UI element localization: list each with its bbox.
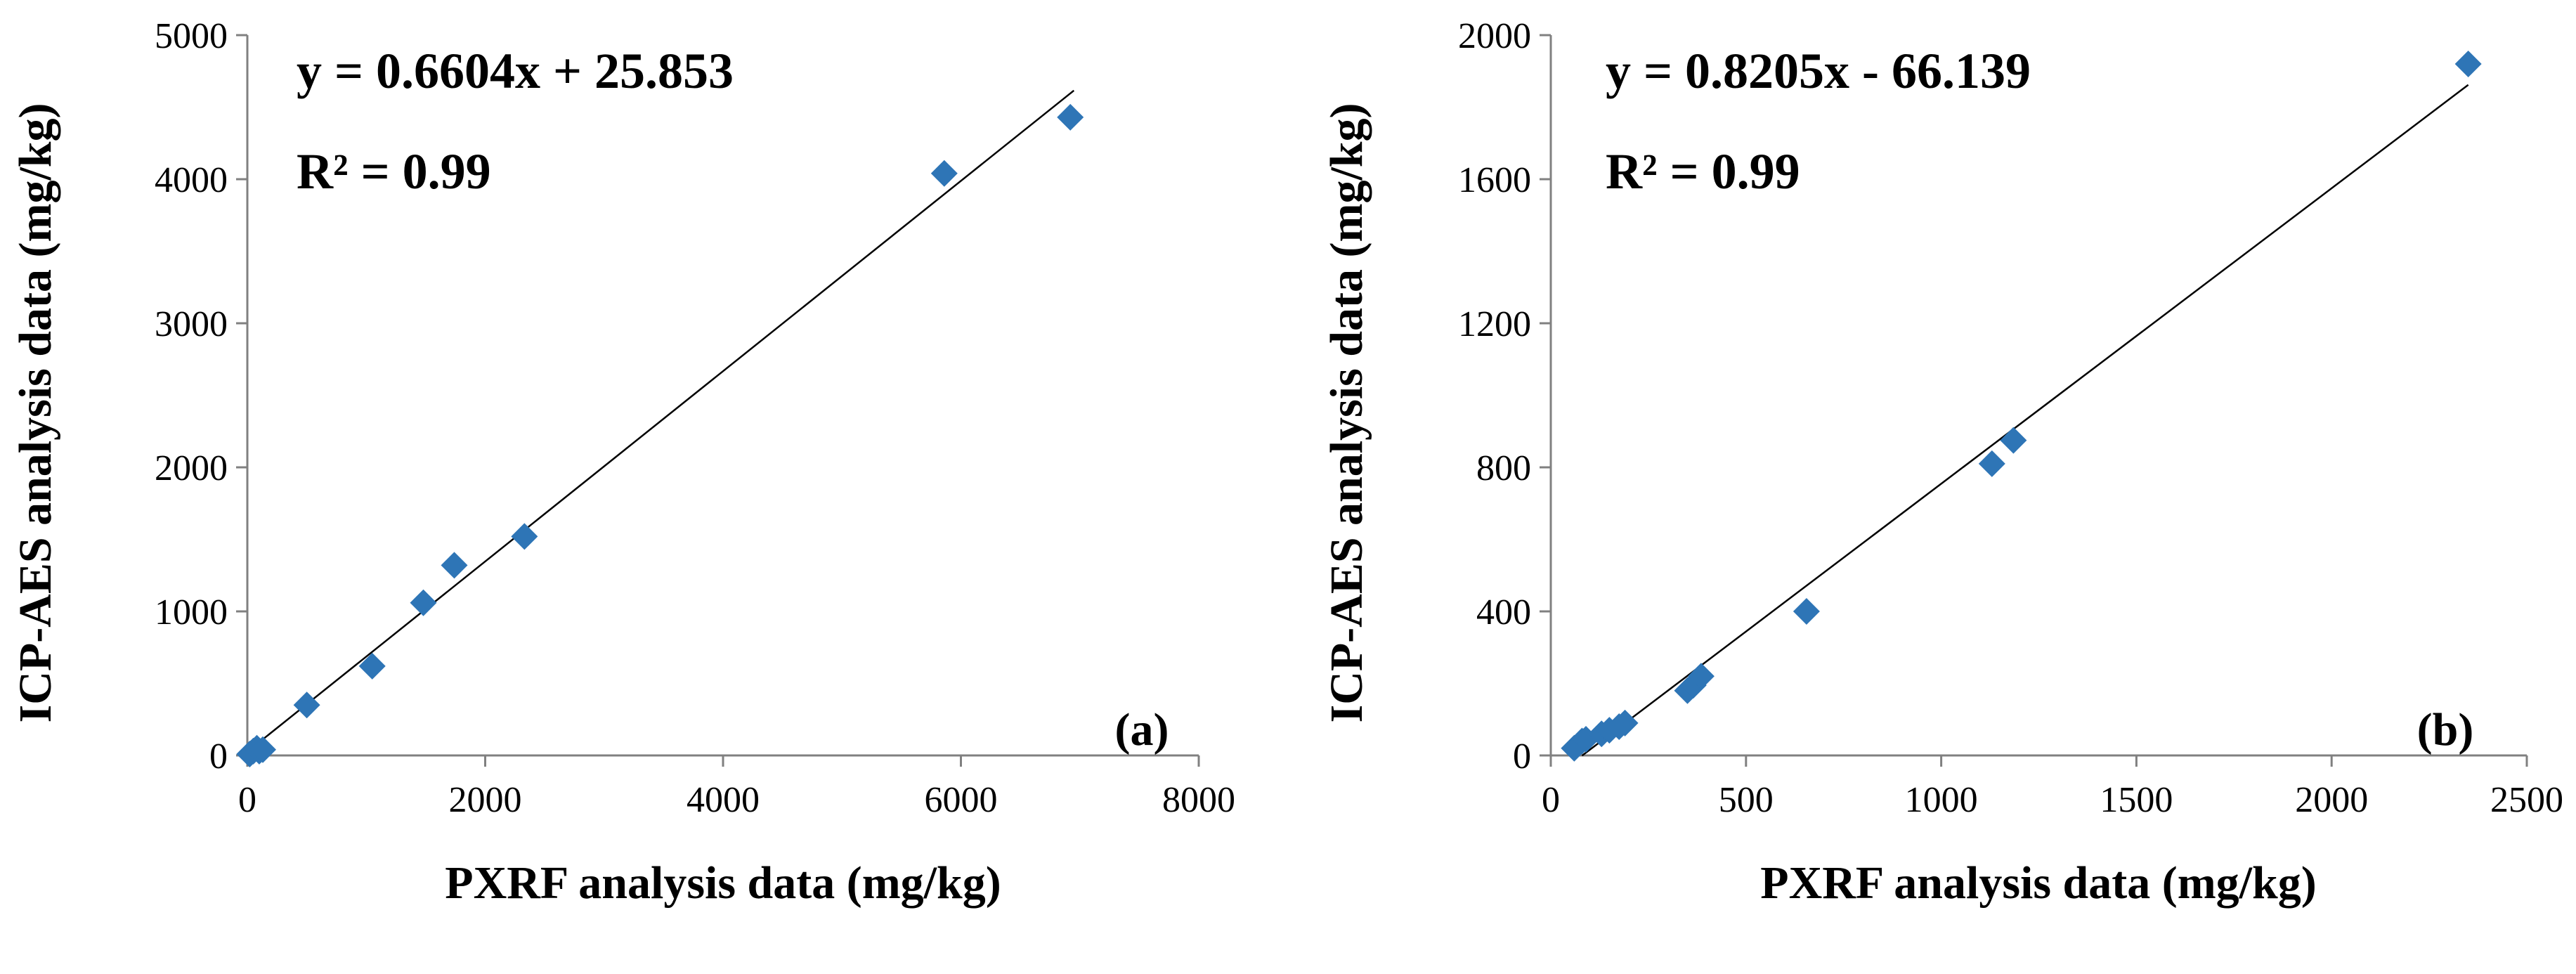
y-tick-label: 2000 [1458, 16, 1531, 56]
x-tick-label: 500 [1719, 780, 1774, 820]
x-tick-label: 2000 [2295, 780, 2368, 820]
y-tick-label: 400 [1476, 592, 1531, 632]
data-point [358, 652, 386, 680]
x-tick-label: 2000 [449, 780, 522, 820]
x-tick-label: 2500 [2490, 780, 2563, 820]
data-point [1611, 709, 1639, 736]
y-tick-label: 3000 [155, 304, 228, 344]
trendline-equation: y = 0.6604x + 25.853 [297, 43, 734, 99]
x-tick-label: 1500 [2100, 780, 2173, 820]
y-tick-label: 0 [1513, 736, 1531, 777]
panel-b: 0 400 800 1200 1600 2000 0 500 1000 1500 2000 2500 y… [1321, 16, 2563, 909]
trendline [247, 89, 1075, 753]
data-point [1687, 663, 1715, 690]
x-axis-title: PXRF analysis data (mg/kg) [445, 857, 1001, 909]
y-tick-label: 1000 [155, 592, 228, 632]
y-tick-label: 4000 [155, 160, 228, 200]
data-point [249, 736, 277, 763]
x-tick-label: 0 [1542, 780, 1560, 820]
panel-a: 0 1000 2000 3000 4000 5000 0 2000 4000 6000 8000 y … [10, 16, 1235, 909]
y-tick-label: 5000 [155, 16, 228, 56]
data-point [2454, 51, 2482, 77]
y-tick-label: 800 [1476, 448, 1531, 488]
trendline-equation: y = 0.8205x - 66.139 [1606, 43, 2031, 99]
r-squared-label: R² = 0.99 [1606, 143, 1800, 200]
data-point [2000, 427, 2027, 454]
trendline [1581, 84, 2469, 757]
x-tick-label: 6000 [925, 780, 998, 820]
y-tick-label: 1200 [1458, 304, 1531, 344]
y-tick-label: 0 [209, 736, 228, 777]
data-point [410, 589, 437, 616]
data-point [930, 160, 958, 187]
y-axis-title: ICP-AES analysis data (mg/kg) [1321, 103, 1372, 723]
data-point [293, 691, 320, 719]
y-tick-label: 2000 [155, 448, 228, 488]
panel-label: (b) [2417, 704, 2474, 755]
panel-label: (a) [1115, 704, 1169, 755]
y-axis-title: ICP-AES analysis data (mg/kg) [10, 103, 61, 723]
x-tick-label: 1000 [1905, 780, 1978, 820]
data-point [511, 523, 538, 550]
y-tick-label: 1600 [1458, 160, 1531, 200]
x-tick-label: 4000 [687, 780, 760, 820]
data-point [1057, 103, 1084, 131]
x-axis-title: PXRF analysis data (mg/kg) [1760, 857, 2316, 909]
r-squared-label: R² = 0.99 [297, 143, 491, 200]
data-point [1978, 450, 2005, 477]
data-point [441, 552, 468, 579]
x-tick-label: 0 [238, 780, 256, 820]
data-point [1793, 598, 1820, 625]
x-tick-label: 8000 [1162, 780, 1235, 820]
